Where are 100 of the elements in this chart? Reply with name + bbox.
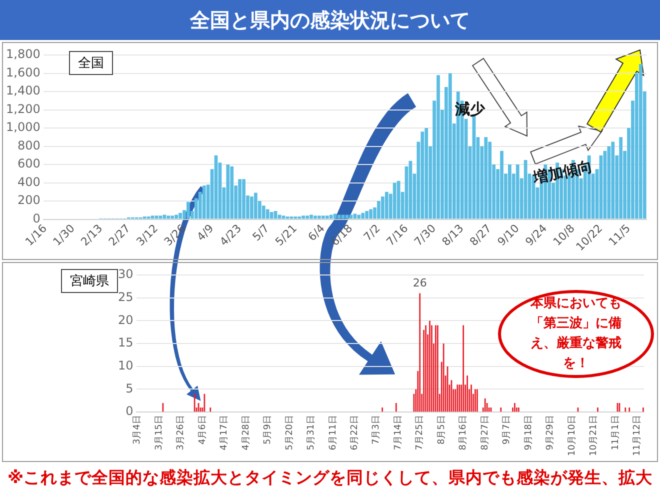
- bar: [310, 214, 313, 219]
- bar: [266, 209, 270, 219]
- annotation: 増加傾向: [532, 156, 594, 188]
- bar: [424, 128, 428, 219]
- x-tick-label: 8月27日: [480, 415, 490, 450]
- bar: [638, 64, 642, 219]
- bar: [321, 216, 325, 219]
- bar: [178, 212, 182, 219]
- bar: [365, 211, 368, 219]
- chart-title: 全国: [69, 51, 113, 75]
- x-tick-label: 11月1日: [610, 415, 621, 450]
- bar: [329, 214, 333, 219]
- y-tick-label: 0: [126, 404, 134, 418]
- x-tick-label: 4月28日: [241, 415, 252, 450]
- y-tick-label: 1,800: [6, 47, 40, 62]
- y-tick-label: 1,000: [6, 120, 40, 134]
- x-tick-label: 8月5日: [436, 415, 447, 445]
- bar: [238, 179, 242, 219]
- bar: [349, 214, 353, 219]
- bar: [484, 137, 488, 219]
- bar: [436, 75, 440, 219]
- y-tick-label: 5: [126, 381, 134, 396]
- x-tick-label: 4/9: [194, 222, 216, 244]
- x-tick-label: 5月9日: [263, 415, 274, 445]
- y-tick-label: 15: [118, 336, 134, 350]
- bar: [369, 209, 372, 219]
- bar: [230, 166, 234, 219]
- y-tick-label: 20: [118, 312, 134, 327]
- x-tick-label: 10月21日: [589, 415, 600, 456]
- bar: [154, 216, 158, 219]
- chart-title: 宮崎県: [61, 269, 118, 293]
- bar: [158, 216, 162, 219]
- bar: [162, 214, 166, 219]
- bar: [325, 216, 329, 219]
- bar: [250, 196, 254, 219]
- bar: [226, 164, 230, 219]
- y-tick-label: 800: [17, 138, 40, 152]
- bar: [318, 216, 321, 219]
- x-tick-label: 11月12日: [632, 415, 643, 456]
- y-tick-label: 1,200: [6, 102, 40, 116]
- x-tick-label: 6月11日: [328, 415, 338, 450]
- bar: [420, 132, 424, 219]
- bar: [392, 182, 396, 219]
- bar: [611, 142, 615, 219]
- x-tick-label: 7/2: [361, 222, 383, 244]
- bar: [174, 214, 178, 219]
- bar: [314, 216, 317, 219]
- bar: [448, 73, 452, 219]
- y-tick-label: 400: [17, 174, 40, 189]
- bar: [345, 214, 349, 219]
- x-tick-label: 3月4日: [132, 415, 143, 445]
- x-tick-label: 3月26日: [176, 415, 186, 450]
- bar: [500, 150, 504, 219]
- bar: [337, 214, 341, 219]
- bar: [282, 216, 286, 219]
- bar: [170, 216, 174, 219]
- bar: [270, 212, 274, 219]
- bar: [186, 202, 190, 219]
- y-tick-label: 10: [118, 358, 134, 373]
- x-tick-label: 7月25日: [415, 415, 426, 450]
- bar: [274, 211, 278, 219]
- x-tick-label: 7月14日: [393, 415, 404, 450]
- y-tick-label: 30: [118, 267, 134, 282]
- bar: [150, 216, 154, 219]
- y-tick-label: 600: [17, 156, 40, 171]
- bar: [357, 214, 361, 219]
- bar: [341, 214, 345, 219]
- bar: [381, 196, 384, 219]
- bar: [166, 216, 170, 219]
- x-tick-label: 9月7日: [502, 415, 512, 445]
- x-tick-label: 5月20日: [284, 415, 295, 450]
- y-tick-label: 0: [32, 211, 40, 226]
- text: ※これまで全国的な感染拡大とタイミングを同じくして、県内でも感染が発生、拡大: [6, 467, 654, 489]
- y-tick-label: 200: [17, 193, 40, 208]
- x-tick-label: 4月17日: [220, 415, 230, 450]
- bar: [516, 164, 520, 219]
- bar: [202, 185, 206, 219]
- bar: [508, 164, 512, 219]
- x-tick-label: 4月6日: [198, 415, 208, 445]
- bar: [361, 212, 365, 219]
- bar: [384, 192, 388, 219]
- x-tick-label: 7月3日: [372, 415, 382, 445]
- bar: [619, 137, 623, 219]
- y-tick-label: 1,400: [6, 84, 40, 98]
- x-tick-label: 5/7: [250, 222, 272, 244]
- text: 全国と県内の感染状況について: [0, 0, 660, 40]
- x-tick-label: 6月22日: [350, 415, 360, 450]
- x-tick-label: 9月18日: [524, 415, 534, 450]
- x-tick-label: 10月10日: [567, 415, 578, 456]
- x-tick-label: 6/4: [306, 222, 328, 244]
- data-label: 26: [412, 276, 427, 290]
- x-tick-label: 5月31日: [306, 415, 317, 450]
- y-tick-label: 1,600: [6, 65, 40, 80]
- bar: [306, 216, 309, 219]
- x-tick-label: 9月29日: [546, 415, 556, 450]
- bar: [302, 216, 305, 219]
- bar: [242, 179, 246, 219]
- bar: [333, 214, 337, 219]
- y-tick-label: 25: [118, 290, 134, 304]
- x-tick-label: 3月15日: [154, 415, 164, 450]
